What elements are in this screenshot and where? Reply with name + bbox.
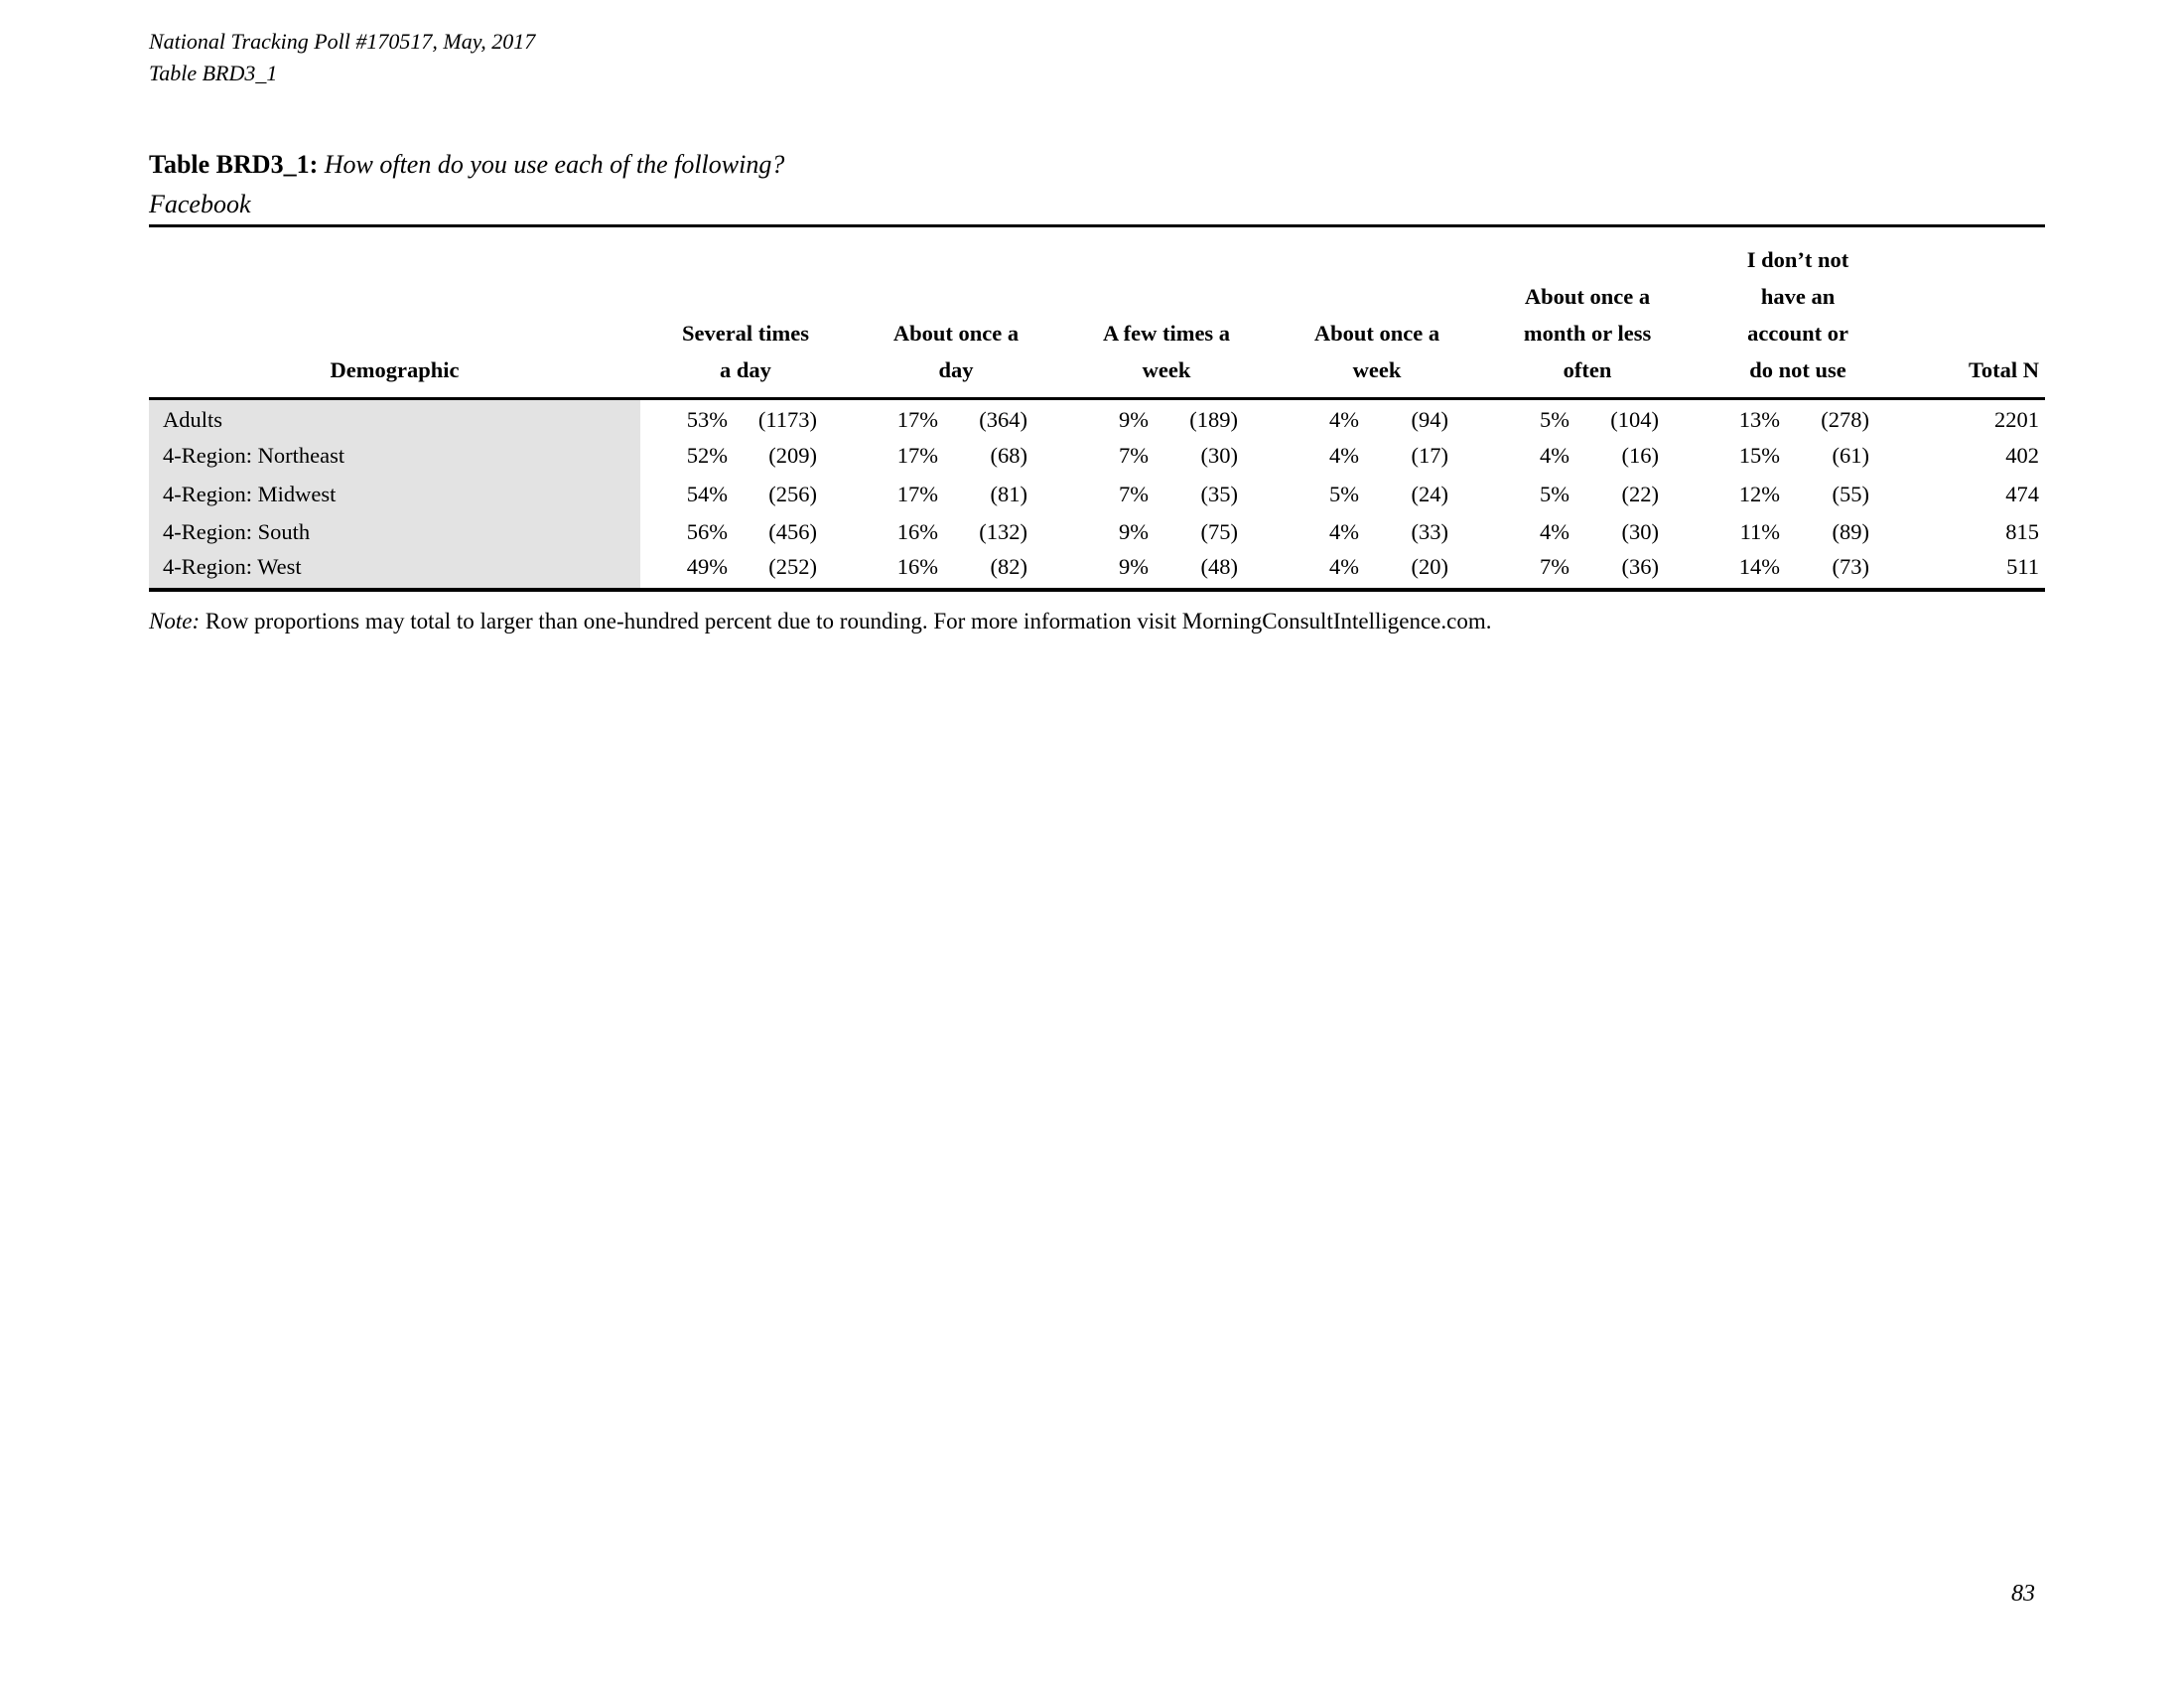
count-cell: (68) — [990, 443, 1028, 469]
count-cell: (75) — [1200, 519, 1239, 545]
table-note: Note: Row proportions may total to large… — [149, 606, 2045, 637]
percent-cell: 13% — [1738, 406, 1781, 432]
percent-cell: 4% — [1540, 519, 1570, 545]
demographic-cell: 4-Region: South — [149, 513, 640, 552]
percent-cell: 53% — [686, 406, 728, 432]
poll-table: Demographic Several times a day About onc… — [149, 224, 2046, 592]
table-title-block: Table BRD3_1: How often do you use each … — [149, 145, 784, 224]
percent-cell: 4% — [1329, 443, 1360, 469]
count-cell: (22) — [1621, 481, 1660, 506]
demographic-cell: 4-Region: West — [149, 551, 640, 590]
count-cell: (456) — [768, 519, 817, 545]
percent-cell: 4% — [1329, 554, 1360, 580]
column-header-3: About once a week — [1272, 225, 1483, 400]
count-cell: (364) — [979, 406, 1028, 432]
table-row: 4-Region: Midwest 54% (256) 17% (81) 7% (35) 5%… — [149, 475, 2045, 513]
percent-cell: 54% — [686, 481, 728, 506]
count-cell: (36) — [1621, 554, 1660, 580]
percent-cell: 7% — [1119, 443, 1150, 469]
percent-cell: 7% — [1119, 481, 1150, 506]
count-cell: (189) — [1189, 406, 1239, 432]
table-title-label: Table BRD3_1: — [149, 150, 319, 179]
table-title-question: How often do you use each of the followi… — [324, 150, 785, 179]
running-header-table-line: Table BRD3_1 — [149, 61, 278, 85]
demographic-cell: 4-Region: Northeast — [149, 437, 640, 476]
count-cell: (82) — [990, 554, 1028, 580]
percent-cell: 16% — [896, 519, 938, 545]
percent-cell: 9% — [1119, 519, 1150, 545]
percent-cell: 5% — [1329, 481, 1360, 506]
percent-cell: 17% — [896, 481, 938, 506]
percent-cell: 49% — [686, 554, 728, 580]
count-cell: (33) — [1411, 519, 1449, 545]
column-header-1: About once a day — [851, 225, 1062, 400]
percent-cell: 9% — [1119, 554, 1150, 580]
count-cell: (35) — [1200, 481, 1239, 506]
count-cell: (252) — [768, 554, 817, 580]
poll-table-wrap: Demographic Several times a day About onc… — [149, 224, 2046, 592]
count-cell: (20) — [1411, 554, 1449, 580]
percent-cell: 9% — [1119, 406, 1150, 432]
running-header-poll-line: National Tracking Poll #170517, May, 201… — [149, 29, 536, 54]
count-cell: (24) — [1411, 481, 1449, 506]
running-header: National Tracking Poll #170517, May, 201… — [149, 26, 535, 89]
table-row: 4-Region: South 56% (456) 16% (132) 9% (75) 4% (… — [149, 513, 2045, 552]
count-cell: (30) — [1621, 519, 1660, 545]
percent-cell: 12% — [1738, 481, 1781, 506]
demographic-cell: Adults — [149, 398, 640, 437]
table-title-subject: Facebook — [149, 190, 251, 218]
column-header-0: Several times a day — [640, 225, 851, 400]
count-cell: (48) — [1200, 554, 1239, 580]
count-cell: (94) — [1411, 406, 1449, 432]
count-cell: (1173) — [757, 406, 817, 432]
count-cell: (16) — [1621, 443, 1660, 469]
percent-cell: 56% — [686, 519, 728, 545]
count-cell: (55) — [1832, 481, 1870, 506]
percent-cell: 52% — [686, 443, 728, 469]
percent-cell: 4% — [1329, 406, 1360, 432]
page-number: 83 — [2011, 1581, 2035, 1607]
table-title-line: Table BRD3_1: How often do you use each … — [149, 145, 784, 185]
count-cell: (73) — [1832, 554, 1870, 580]
percent-cell: 15% — [1738, 443, 1781, 469]
percent-cell: 7% — [1540, 554, 1570, 580]
percent-cell: 5% — [1540, 481, 1570, 506]
table-header-row: Demographic Several times a day About onc… — [149, 225, 2046, 400]
percent-cell: 17% — [896, 443, 938, 469]
column-header-2: A few times a week — [1061, 225, 1273, 400]
count-cell: (61) — [1832, 443, 1870, 469]
total-n-cell: 474 — [2005, 481, 2040, 506]
table-row: 4-Region: West 49% (252) 16% (82) 9% (48) 4% (20… — [149, 551, 2045, 590]
note-text: Row proportions may total to larger than… — [205, 609, 1492, 633]
percent-cell: 17% — [896, 406, 938, 432]
total-n-cell: 815 — [2005, 519, 2040, 545]
percent-cell: 16% — [896, 554, 938, 580]
count-cell: (30) — [1200, 443, 1239, 469]
percent-cell: 5% — [1540, 406, 1570, 432]
count-cell: (17) — [1411, 443, 1449, 469]
total-n-cell: 402 — [2005, 443, 2040, 469]
count-cell: (89) — [1832, 519, 1870, 545]
percent-cell: 14% — [1738, 554, 1781, 580]
demographic-cell: 4-Region: Midwest — [149, 475, 640, 513]
count-cell: (256) — [768, 481, 817, 506]
count-cell: (278) — [1821, 406, 1870, 432]
percent-cell: 4% — [1329, 519, 1360, 545]
demographic-column-header: Demographic — [149, 225, 640, 400]
total-n-column-header: Total N — [1903, 225, 2046, 400]
count-cell: (81) — [990, 481, 1028, 506]
table-row: 4-Region: Northeast 52% (209) 17% (68) 7% (30)… — [149, 437, 2045, 476]
total-n-cell: 2201 — [1994, 406, 2040, 432]
count-cell: (209) — [768, 443, 817, 469]
column-header-4: About once a month or less often — [1482, 225, 1694, 400]
percent-cell: 4% — [1540, 443, 1570, 469]
total-n-cell: 511 — [2006, 554, 2040, 580]
percent-cell: 11% — [1739, 519, 1781, 545]
count-cell: (132) — [979, 519, 1028, 545]
table-row: Adults 53% (1173) 17% (364) 9% (189) 4% (94) 5% (1… — [149, 398, 2045, 437]
column-header-5: I don’t not have an account or do not us… — [1693, 225, 1904, 400]
count-cell: (104) — [1610, 406, 1660, 432]
note-label: Note: — [149, 609, 201, 633]
